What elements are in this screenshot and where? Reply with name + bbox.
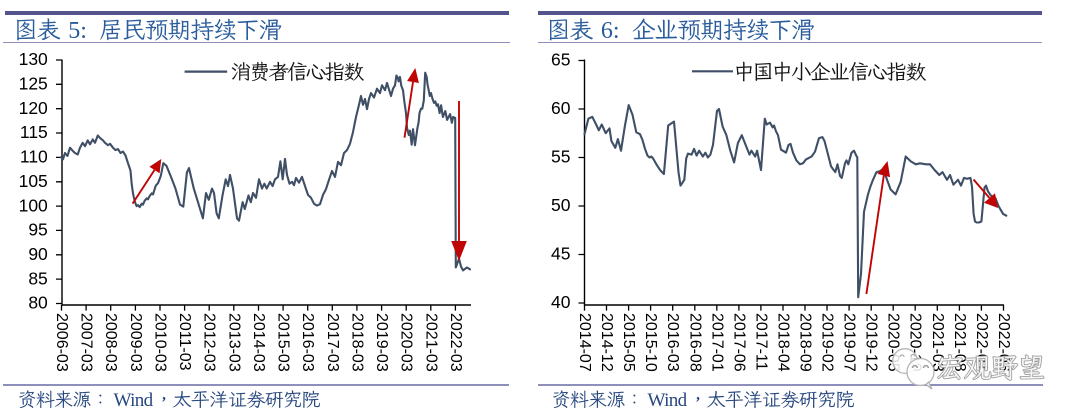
svg-text:105: 105 xyxy=(19,171,48,191)
svg-text:2019-12: 2019-12 xyxy=(863,313,880,372)
svg-text:2019-07: 2019-07 xyxy=(841,313,858,372)
svg-text:2007-03: 2007-03 xyxy=(78,313,95,372)
svg-text:2021-03: 2021-03 xyxy=(929,313,946,372)
svg-text:2018-09: 2018-09 xyxy=(797,313,814,372)
svg-text:2016-03: 2016-03 xyxy=(664,313,681,372)
svg-text:80: 80 xyxy=(28,293,48,313)
svg-text:120: 120 xyxy=(19,98,48,118)
svg-text:2015-03: 2015-03 xyxy=(275,313,292,372)
svg-text:100: 100 xyxy=(19,195,48,215)
svg-text:110: 110 xyxy=(20,147,48,167)
svg-text:50: 50 xyxy=(551,195,571,215)
svg-text:2014-12: 2014-12 xyxy=(598,313,615,372)
svg-text:2018-04: 2018-04 xyxy=(775,313,792,372)
svg-text:2015-10: 2015-10 xyxy=(642,313,659,372)
svg-text:2016-08: 2016-08 xyxy=(686,313,703,372)
svg-text:2009-03: 2009-03 xyxy=(127,313,144,372)
svg-text:2013-03: 2013-03 xyxy=(225,313,242,372)
svg-text:2017-01: 2017-01 xyxy=(708,313,725,372)
svg-text:2012-03: 2012-03 xyxy=(201,313,218,372)
svg-text:90: 90 xyxy=(28,244,48,264)
svg-text:2011-03: 2011-03 xyxy=(176,313,193,371)
svg-text:2015-05: 2015-05 xyxy=(620,313,637,372)
svg-text:2017-11: 2017-11 xyxy=(752,313,769,371)
svg-text:2022-03: 2022-03 xyxy=(447,313,464,372)
svg-text:115: 115 xyxy=(20,122,48,142)
svg-text:95: 95 xyxy=(28,220,47,240)
svg-text:宏观野望: 宏观野望 xyxy=(937,349,1045,385)
svg-text:2021-03: 2021-03 xyxy=(422,313,439,372)
svg-text:40: 40 xyxy=(551,292,571,312)
svg-text:2020-03: 2020-03 xyxy=(398,313,415,372)
svg-text:2017-06: 2017-06 xyxy=(730,313,747,372)
svg-text:2014-03: 2014-03 xyxy=(250,313,267,372)
svg-text:2021-08: 2021-08 xyxy=(951,313,968,372)
svg-text:2008-03: 2008-03 xyxy=(102,313,119,372)
svg-text:2010-03: 2010-03 xyxy=(152,313,169,372)
svg-text:2006-03: 2006-03 xyxy=(53,313,70,372)
svg-text:65: 65 xyxy=(551,50,570,70)
svg-text:130: 130 xyxy=(19,49,48,69)
svg-text:125: 125 xyxy=(19,74,48,94)
svg-text:2019-02: 2019-02 xyxy=(819,313,836,372)
svg-text:2016-03: 2016-03 xyxy=(299,313,316,372)
svg-text:2019-03: 2019-03 xyxy=(373,313,390,372)
svg-text:45: 45 xyxy=(551,244,570,264)
svg-text:2014-07: 2014-07 xyxy=(576,313,593,372)
svg-text:2022-01: 2022-01 xyxy=(973,313,990,372)
svg-text:2018-03: 2018-03 xyxy=(348,313,365,372)
svg-text:55: 55 xyxy=(551,147,570,167)
svg-text:60: 60 xyxy=(551,98,571,118)
svg-text:2022-06: 2022-06 xyxy=(995,313,1012,372)
svg-text:85: 85 xyxy=(28,268,47,288)
svg-text:2017-03: 2017-03 xyxy=(324,313,341,372)
